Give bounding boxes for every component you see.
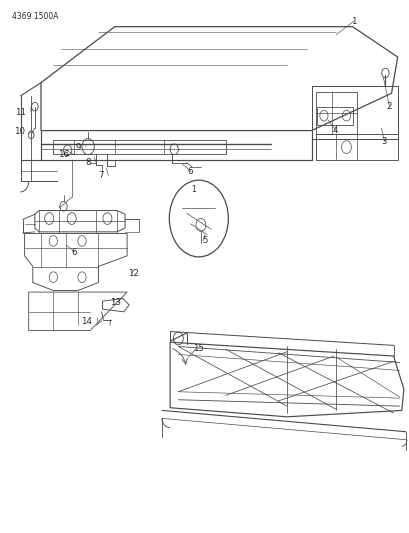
Text: 11: 11 [15, 108, 26, 117]
Text: 8: 8 [85, 158, 91, 166]
Text: 1: 1 [350, 17, 355, 26]
Text: 9: 9 [76, 143, 81, 151]
Text: 6: 6 [72, 248, 77, 256]
Text: 1: 1 [191, 185, 196, 194]
Text: 4: 4 [332, 126, 337, 135]
Text: 16: 16 [58, 150, 69, 159]
Text: 5: 5 [202, 237, 207, 245]
Text: 3: 3 [380, 137, 386, 146]
Text: 13: 13 [110, 298, 121, 306]
Text: 2: 2 [385, 102, 391, 111]
Text: 7: 7 [98, 171, 103, 180]
Text: 10: 10 [14, 127, 25, 135]
Text: 4369 1500A: 4369 1500A [12, 12, 58, 21]
Text: 12: 12 [128, 269, 139, 278]
Text: 14: 14 [81, 318, 92, 326]
Text: 6: 6 [187, 167, 193, 176]
Text: 15: 15 [192, 344, 203, 353]
